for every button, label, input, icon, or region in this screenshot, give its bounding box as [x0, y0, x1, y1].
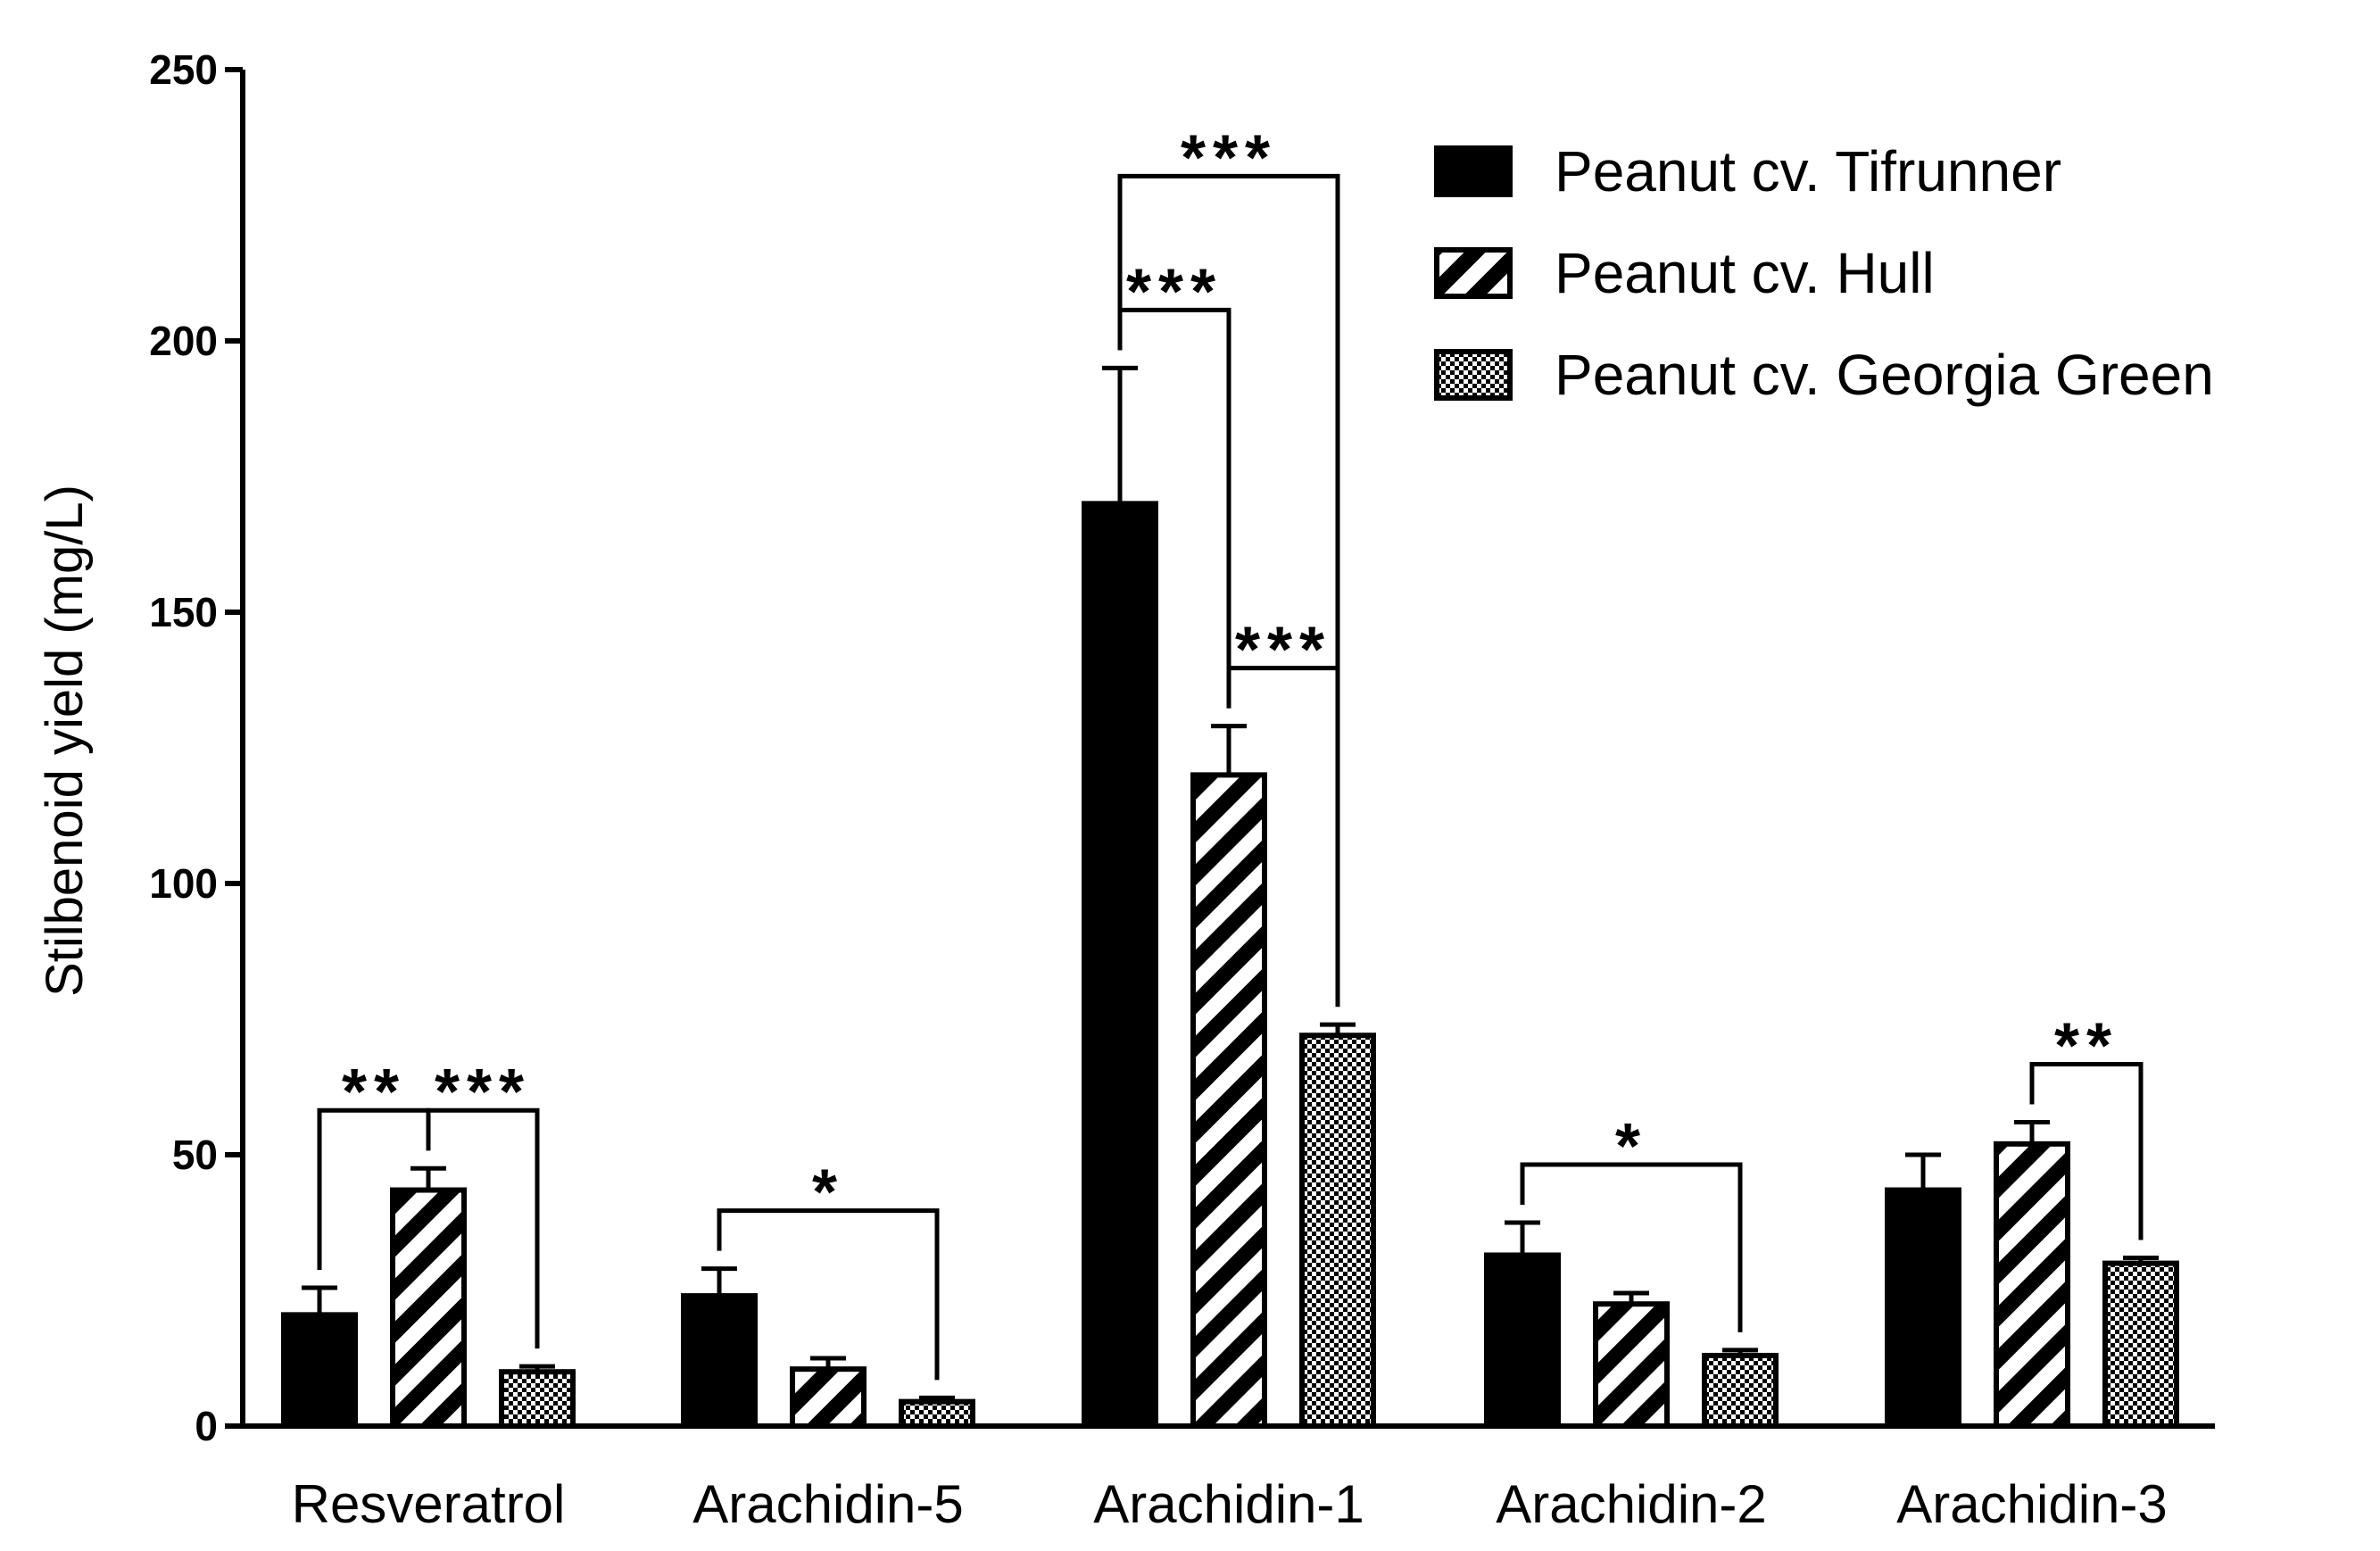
x-category-label: Resveratrol [292, 1474, 566, 1534]
significance-brackets: ** **************** [317, 122, 2144, 1381]
y-tick-label: 100 [149, 860, 218, 907]
y-axis-title: Stilbenoid yield (mg/L) [36, 485, 94, 997]
legend-label: Peanut cv. Tifrunner [1555, 139, 2061, 203]
bar [899, 1398, 975, 1430]
bar [1082, 501, 1158, 1429]
y-tick-label: 200 [149, 318, 218, 364]
bar [1484, 1252, 1561, 1429]
significance-label: ** [2054, 1011, 2119, 1082]
significance-bracket [426, 1107, 540, 1349]
bar [390, 1187, 467, 1430]
significance-bracket [2029, 1062, 2144, 1240]
x-category-label: Arachidin-3 [1896, 1474, 2168, 1534]
legend-label: Peanut cv. Hull [1555, 241, 1935, 305]
bar [790, 1366, 867, 1430]
bar [1299, 1033, 1376, 1429]
bar [499, 1369, 576, 1429]
x-category-label: Arachidin-1 [1093, 1474, 1364, 1534]
significance-bracket [717, 1208, 940, 1381]
bar [2102, 1260, 2179, 1429]
bar [1190, 772, 1267, 1429]
bar [281, 1312, 358, 1429]
legend-swatch [1434, 145, 1513, 197]
significance-bracket [1520, 1162, 1743, 1332]
significance-label: * [1615, 1111, 1647, 1182]
significance-label: *** [1181, 122, 1277, 194]
y-tick-label: 50 [172, 1132, 218, 1178]
bar [1593, 1301, 1670, 1429]
significance-label: *** [435, 1057, 531, 1128]
bar [681, 1293, 758, 1429]
axes: 0 50 100 150 200 250 Resveratrol Arachidin-5 Ara… [149, 46, 2215, 1534]
bars [281, 365, 2179, 1430]
legend-swatch [1434, 349, 1513, 401]
y-tick-label: 250 [149, 46, 218, 93]
x-category-label: Arachidin-5 [692, 1474, 964, 1534]
significance-label: ** [342, 1057, 406, 1128]
legend: Peanut cv. Tifrunner Peanut cv. Hull Peanu… [1434, 139, 2214, 407]
legend-label: Peanut cv. Georgia Green [1555, 343, 2214, 407]
y-tick-label: 0 [195, 1403, 218, 1449]
significance-label: * [812, 1157, 844, 1229]
significance-label: *** [1126, 256, 1223, 328]
x-category-label: Arachidin-2 [1496, 1474, 1767, 1534]
bar [1885, 1187, 1961, 1430]
legend-swatch [1434, 247, 1513, 299]
bar [1702, 1352, 1779, 1429]
bar [1994, 1140, 2070, 1429]
significance-bracket [1117, 173, 1340, 1008]
y-tick-label: 150 [149, 589, 218, 635]
significance-label: *** [1235, 615, 1331, 686]
